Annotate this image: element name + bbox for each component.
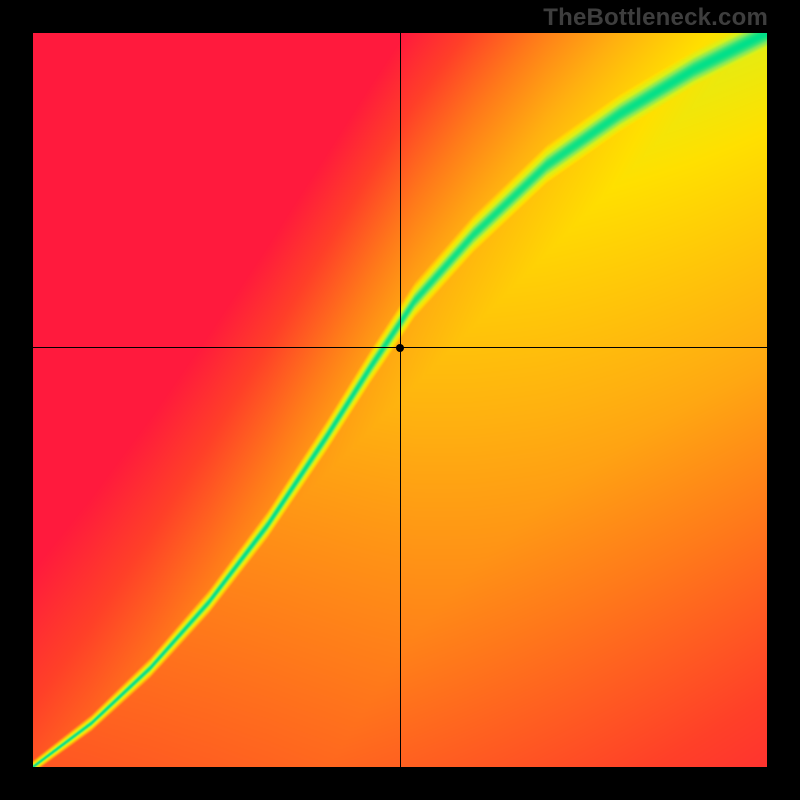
- marker-point: [396, 344, 404, 352]
- chart-frame: TheBottleneck.com: [0, 0, 800, 800]
- heatmap-plot: [33, 33, 767, 767]
- watermark-text: TheBottleneck.com: [543, 4, 768, 32]
- crosshair-vertical: [400, 33, 401, 767]
